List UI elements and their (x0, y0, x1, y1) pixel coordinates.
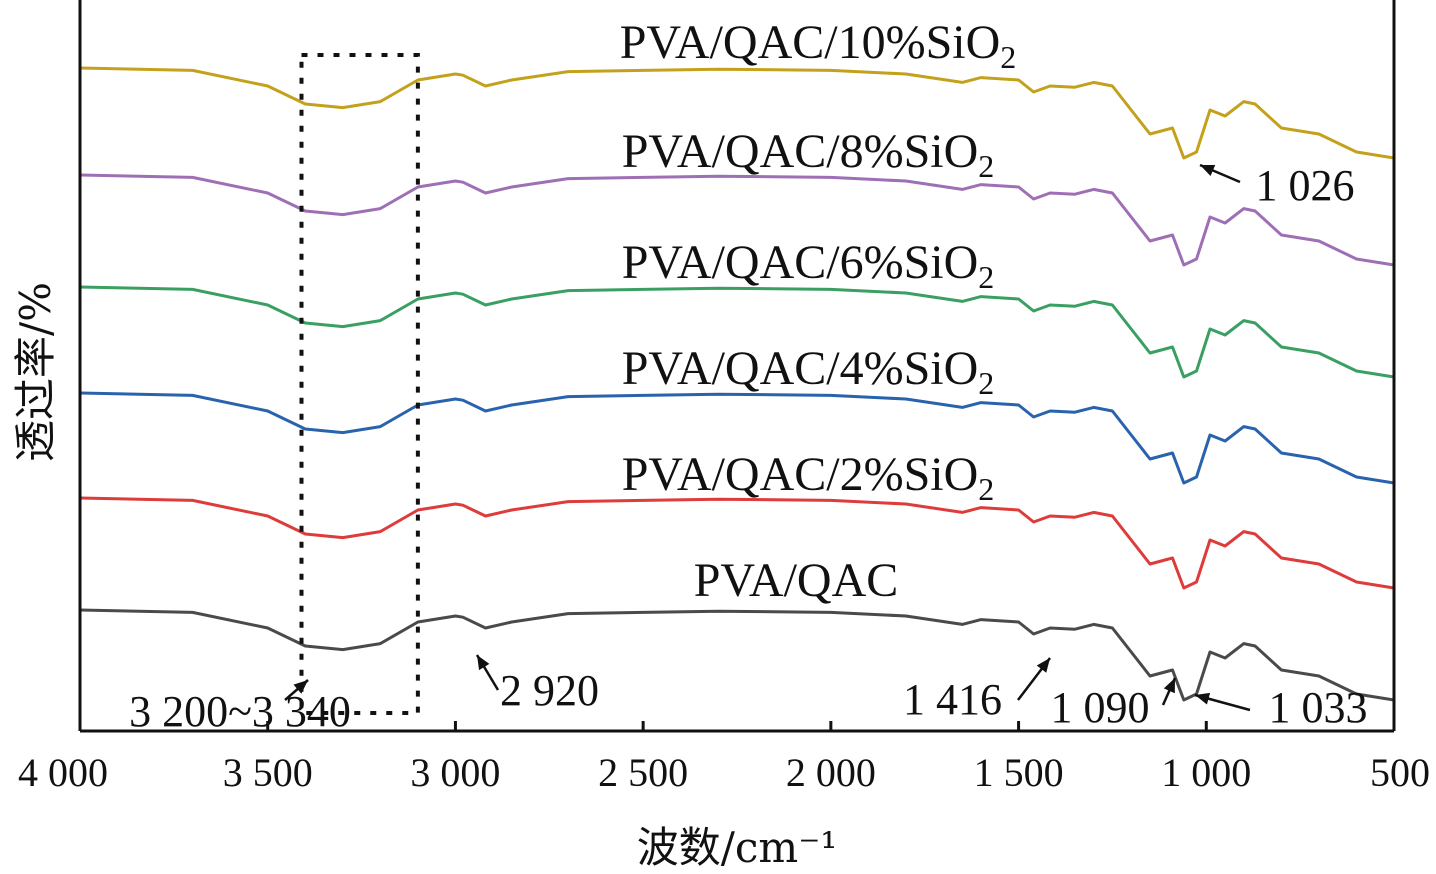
x-tick-label: 1 000 (1161, 750, 1251, 795)
series-label: PVA/QAC/4%SiO2 (622, 342, 995, 401)
x-tick-label: 500 (1370, 750, 1430, 795)
annotation-arrowhead (477, 655, 490, 671)
annotation-arrowhead (293, 680, 308, 694)
x-tick-label: 4 000 (18, 750, 108, 795)
annotation-label: 1 026 (1256, 161, 1355, 210)
highlight-box-group (299, 53, 420, 715)
x-tick-label: 2 000 (786, 750, 876, 795)
x-tick-label: 2 500 (598, 750, 688, 795)
annotation-label: 2 920 (500, 666, 599, 715)
series-label: PVA/QAC/2%SiO2 (622, 448, 995, 507)
series-line (79, 496, 1395, 590)
series-line (79, 173, 1395, 267)
annotation-label: 1 416 (903, 675, 1002, 724)
series-line (79, 285, 1395, 379)
series-line (79, 66, 1395, 160)
annotation-arrowhead (1200, 164, 1216, 176)
series-labels-group: PVA/QAC/10%SiO2 PVA/QAC/8%SiO2 PVA/QAC/6%S… (620, 16, 1017, 607)
x-tick-label: 1 500 (974, 750, 1064, 795)
x-tick-label: 3 000 (410, 750, 500, 795)
annotation-label: 1 090 (1051, 683, 1150, 732)
series-line (79, 608, 1395, 702)
annotations-group: 3 200~3 340 2 920 1 416 1 090 1 033 1 026 (129, 161, 1367, 736)
annotation-arrowhead (1195, 692, 1211, 705)
x-tick-label: 3 500 (223, 750, 313, 795)
series-label: PVA/QAC/6%SiO2 (622, 236, 995, 295)
annotation-arrowhead (1163, 678, 1175, 694)
series-label: PVA/QAC (694, 554, 899, 607)
annotation-label: 3 200~3 340 (129, 687, 351, 736)
highlight-box (299, 53, 420, 715)
y-axis-title: 透过率/% (11, 282, 60, 462)
annotation-label: 1 033 (1269, 683, 1368, 732)
series-label: PVA/QAC/10%SiO2 (620, 16, 1017, 75)
annotation-arrowhead (1036, 658, 1050, 673)
series-label: PVA/QAC/8%SiO2 (622, 125, 995, 184)
x-axis-title: 波数/cm⁻¹ (637, 823, 838, 872)
axes-group: 4 000 3 500 3 000 2 500 2 000 1 500 1 000 500 (18, 0, 1430, 795)
